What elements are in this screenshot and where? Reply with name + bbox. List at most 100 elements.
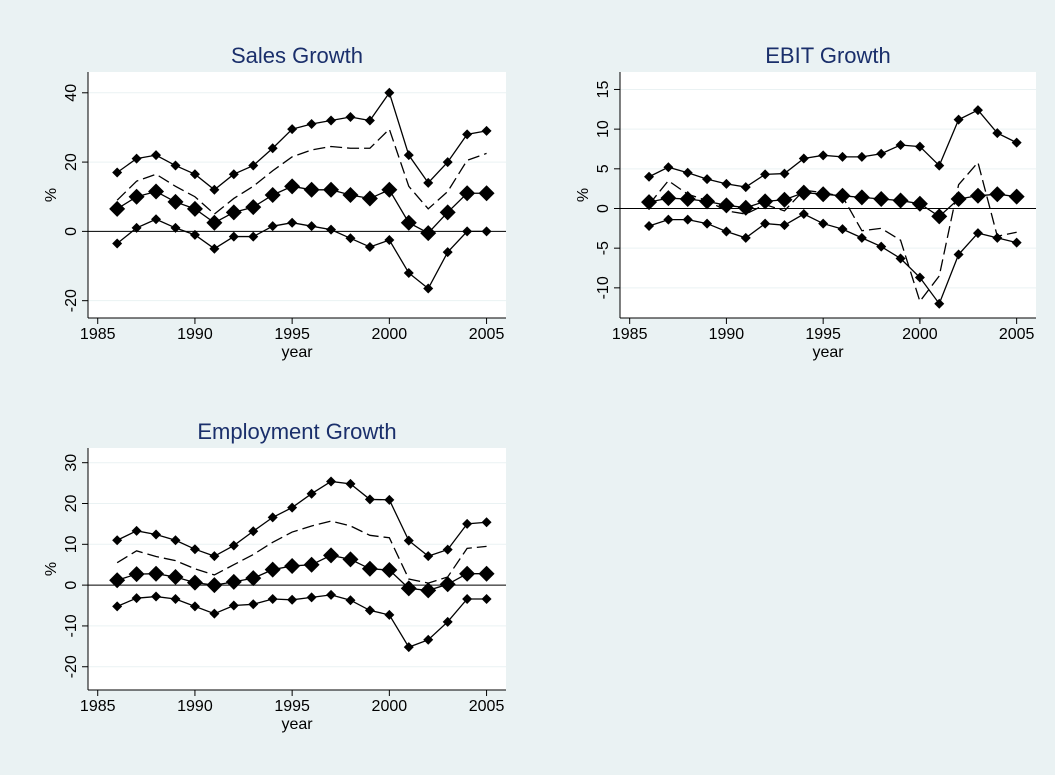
marker bbox=[151, 214, 162, 225]
marker bbox=[267, 221, 278, 232]
marker bbox=[934, 160, 945, 171]
marker bbox=[228, 540, 239, 551]
marker bbox=[462, 226, 473, 237]
marker bbox=[403, 267, 414, 278]
marker bbox=[167, 568, 184, 585]
marker bbox=[345, 478, 356, 489]
x-tick-label: 2005 bbox=[469, 326, 505, 343]
series-line bbox=[116, 127, 487, 215]
marker bbox=[914, 272, 925, 283]
marker bbox=[206, 214, 223, 231]
marker bbox=[931, 208, 948, 225]
y-tick-label: -10 bbox=[63, 614, 80, 637]
marker bbox=[131, 593, 142, 604]
x-tick-label: 1985 bbox=[80, 698, 116, 715]
y-tick-label: 0 bbox=[63, 581, 80, 590]
marker bbox=[481, 226, 492, 237]
marker bbox=[381, 562, 398, 579]
x-tick-label: 2000 bbox=[372, 698, 408, 715]
x-axis-label: year bbox=[812, 344, 844, 361]
marker bbox=[364, 494, 375, 505]
marker bbox=[112, 167, 123, 178]
marker bbox=[306, 118, 317, 129]
marker bbox=[342, 187, 359, 203]
marker bbox=[423, 634, 434, 645]
marker bbox=[439, 204, 456, 221]
marker bbox=[364, 241, 375, 252]
marker bbox=[644, 171, 655, 182]
y-tick-label: 15 bbox=[595, 80, 612, 98]
y-tick-label: 30 bbox=[63, 454, 80, 472]
marker bbox=[131, 153, 142, 164]
marker bbox=[423, 177, 434, 188]
marker bbox=[972, 105, 983, 116]
marker bbox=[128, 188, 145, 205]
marker bbox=[170, 593, 181, 604]
marker bbox=[264, 561, 281, 578]
x-tick-label: 1995 bbox=[274, 698, 310, 715]
marker bbox=[151, 150, 162, 161]
marker bbox=[109, 200, 126, 217]
marker bbox=[364, 605, 375, 616]
marker bbox=[1008, 188, 1025, 205]
marker bbox=[326, 115, 337, 126]
y-tick-label: -5 bbox=[595, 241, 612, 255]
marker bbox=[148, 565, 165, 582]
marker bbox=[478, 185, 495, 202]
marker bbox=[112, 238, 123, 249]
marker bbox=[384, 235, 395, 246]
chart-title: EBIT Growth bbox=[765, 43, 891, 68]
marker bbox=[248, 599, 259, 610]
marker bbox=[837, 224, 848, 235]
marker bbox=[112, 601, 123, 612]
marker bbox=[702, 174, 713, 185]
series-line bbox=[648, 161, 1017, 303]
marker bbox=[384, 609, 395, 620]
marker bbox=[109, 572, 126, 589]
x-axis-label: year bbox=[281, 344, 313, 361]
marker bbox=[481, 593, 492, 604]
marker bbox=[760, 169, 771, 180]
marker bbox=[442, 616, 453, 627]
marker bbox=[248, 526, 259, 537]
marker bbox=[462, 593, 473, 604]
marker bbox=[306, 488, 317, 499]
marker bbox=[972, 228, 983, 239]
marker bbox=[189, 544, 200, 555]
marker bbox=[206, 577, 223, 594]
x-tick-label: 2000 bbox=[902, 326, 938, 343]
marker bbox=[462, 518, 473, 529]
marker bbox=[856, 151, 867, 162]
marker bbox=[384, 494, 395, 505]
marker bbox=[895, 253, 906, 264]
marker bbox=[209, 184, 220, 195]
marker bbox=[721, 178, 732, 189]
y-tick-label: 40 bbox=[63, 84, 80, 102]
marker bbox=[148, 183, 165, 200]
marker bbox=[459, 185, 476, 202]
marker bbox=[420, 225, 437, 242]
marker bbox=[384, 87, 395, 98]
marker bbox=[779, 220, 790, 231]
marker bbox=[760, 218, 771, 229]
marker bbox=[459, 565, 476, 582]
x-tick-label: 1990 bbox=[709, 326, 745, 343]
marker bbox=[1011, 137, 1022, 148]
marker bbox=[381, 181, 398, 198]
marker bbox=[834, 187, 851, 204]
x-tick-label: 2005 bbox=[469, 698, 505, 715]
marker bbox=[481, 517, 492, 528]
chart-title: Sales Growth bbox=[231, 43, 363, 68]
marker bbox=[284, 178, 301, 195]
marker bbox=[287, 217, 298, 228]
marker bbox=[267, 593, 278, 604]
x-tick-label: 1990 bbox=[177, 698, 213, 715]
marker bbox=[361, 560, 378, 577]
x-axis-label: year bbox=[281, 716, 313, 733]
marker bbox=[323, 547, 340, 564]
x-tick-label: 1985 bbox=[80, 326, 116, 343]
marker bbox=[345, 112, 356, 123]
marker bbox=[442, 247, 453, 258]
marker bbox=[442, 157, 453, 168]
